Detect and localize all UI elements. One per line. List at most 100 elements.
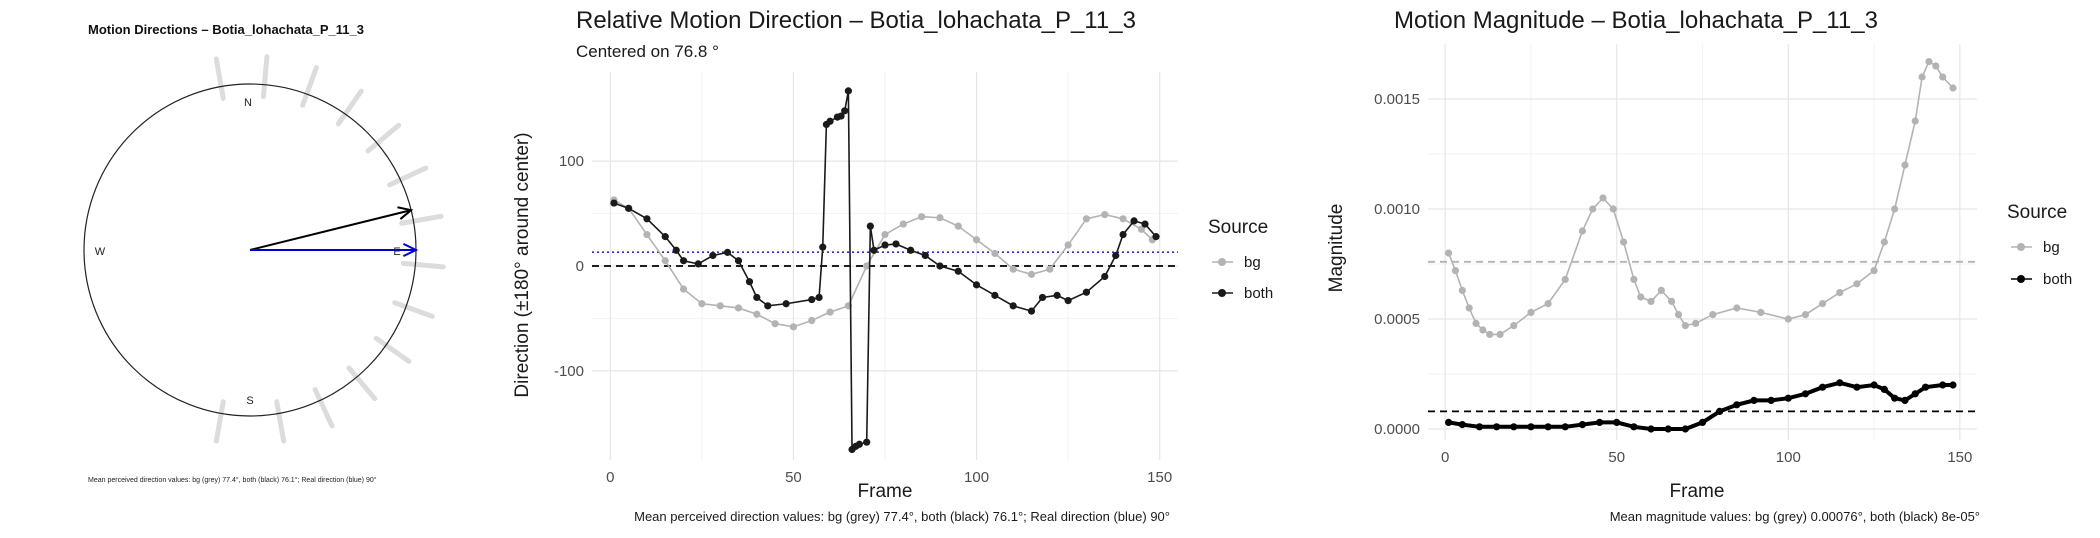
data-point-both bbox=[1681, 425, 1689, 433]
data-point-bg bbox=[1472, 319, 1480, 327]
data-point-both bbox=[723, 248, 732, 256]
data-point-bg bbox=[789, 323, 798, 331]
data-point-bg bbox=[1733, 304, 1741, 312]
series-both bbox=[1444, 379, 1957, 433]
data-point-bg bbox=[1027, 270, 1036, 278]
legend-swatch-bg-point bbox=[2017, 243, 2025, 251]
direction-spoke bbox=[365, 122, 402, 154]
direction-tick-labels: 0 50 100 150 -100 0 100 bbox=[554, 153, 1172, 486]
data-point-bg bbox=[1544, 300, 1552, 308]
data-point-both bbox=[1009, 302, 1017, 310]
data-point-both bbox=[1458, 421, 1466, 429]
data-point-both bbox=[1801, 390, 1810, 398]
data-point-bg bbox=[1510, 322, 1518, 330]
direction-reference-lines bbox=[592, 251, 1178, 267]
x-tick-label: 50 bbox=[785, 469, 802, 486]
legend-swatch-bg-point bbox=[1218, 258, 1226, 266]
data-point-both bbox=[921, 251, 929, 260]
compass-south-label: S bbox=[246, 395, 253, 407]
direction-spoke bbox=[399, 213, 444, 226]
data-point-bg bbox=[1891, 205, 1899, 213]
data-point-both bbox=[1444, 418, 1453, 426]
data-point-both bbox=[1119, 230, 1127, 239]
direction-legend: Source bg both bbox=[1208, 217, 1273, 302]
data-point-bg bbox=[1101, 211, 1109, 219]
data-point-both bbox=[1493, 423, 1501, 431]
data-point-bg bbox=[1465, 304, 1473, 312]
data-point-both bbox=[1141, 220, 1149, 228]
data-point-bg bbox=[1578, 227, 1587, 235]
magnitude-chart: Motion Magnitude – Botia_lohachata_P_11_… bbox=[1326, 7, 2072, 524]
magnitude-panel: Motion Magnitude – Botia_lohachata_P_11_… bbox=[1300, 0, 2100, 533]
data-point-bg bbox=[1757, 308, 1765, 316]
data-point-both bbox=[1698, 418, 1707, 426]
data-point-bg bbox=[1496, 330, 1504, 338]
y-tick-label: 0.0000 bbox=[1374, 421, 1420, 438]
direction-spoke bbox=[260, 54, 270, 100]
data-point-both bbox=[1716, 407, 1724, 415]
data-point-bg bbox=[771, 320, 779, 328]
direction-spoke bbox=[312, 387, 335, 429]
series-line-bg bbox=[1447, 60, 1954, 336]
data-point-bg bbox=[734, 304, 743, 312]
data-point-both bbox=[815, 293, 823, 302]
data-point-both bbox=[1853, 383, 1861, 391]
data-point-bg bbox=[1918, 73, 1926, 81]
y-tick-label: 100 bbox=[559, 153, 584, 170]
data-point-bg bbox=[918, 213, 926, 221]
data-point-both bbox=[1475, 423, 1484, 431]
direction-spoke bbox=[274, 399, 287, 444]
data-point-both bbox=[1733, 401, 1741, 409]
data-point-bg bbox=[643, 230, 651, 239]
data-point-bg bbox=[1630, 275, 1638, 283]
data-point-both bbox=[1664, 425, 1672, 433]
data-point-both bbox=[679, 257, 688, 265]
data-point-both bbox=[1630, 423, 1638, 431]
data-point-both bbox=[1510, 423, 1518, 431]
data-point-both bbox=[643, 215, 651, 223]
data-point-both bbox=[866, 222, 874, 230]
data-point-both bbox=[1784, 394, 1792, 402]
data-point-both bbox=[709, 251, 717, 260]
data-point-bg bbox=[1479, 326, 1487, 334]
data-point-bg bbox=[1486, 330, 1494, 338]
data-point-both bbox=[1578, 421, 1587, 429]
data-point-bg bbox=[679, 285, 688, 293]
direction-arrows bbox=[249, 206, 419, 257]
compass-west-label: W bbox=[95, 246, 106, 258]
data-point-both bbox=[1101, 272, 1109, 281]
data-point-bg bbox=[1561, 275, 1569, 283]
data-point-bg bbox=[1589, 205, 1597, 213]
data-point-both bbox=[1544, 423, 1552, 431]
magnitude-reference-lines bbox=[1428, 260, 1977, 413]
data-point-bg bbox=[1784, 315, 1792, 323]
data-point-both bbox=[1561, 423, 1569, 431]
data-point-bg bbox=[1647, 297, 1655, 305]
data-point-both bbox=[991, 291, 999, 299]
data-point-bg bbox=[972, 236, 981, 244]
series-bg bbox=[1444, 58, 1957, 338]
data-point-both bbox=[753, 293, 761, 302]
data-point-bg bbox=[1853, 280, 1861, 288]
data-point-both bbox=[907, 246, 915, 254]
data-point-both bbox=[936, 262, 944, 270]
data-point-both bbox=[734, 257, 743, 265]
data-point-bg bbox=[1949, 84, 1957, 92]
data-point-bg bbox=[1925, 58, 1933, 66]
direction-spoke bbox=[373, 335, 412, 364]
x-tick-label: 0 bbox=[1441, 449, 1449, 466]
data-point-both bbox=[1891, 394, 1899, 402]
data-point-bg bbox=[1637, 293, 1645, 301]
data-point-bg bbox=[1901, 161, 1909, 169]
data-point-bg bbox=[1137, 225, 1145, 233]
magnitude-legend-item-both: both bbox=[2043, 271, 2072, 288]
data-point-bg bbox=[1668, 297, 1676, 305]
data-point-both bbox=[1750, 396, 1758, 404]
data-point-both bbox=[819, 243, 827, 251]
data-point-bg bbox=[991, 249, 999, 258]
compass-north-label: N bbox=[244, 97, 252, 109]
data-point-both bbox=[837, 112, 845, 120]
legend-swatch-both-point bbox=[1218, 289, 1226, 297]
magnitude-legend-title: Source bbox=[2007, 202, 2067, 223]
data-point-bg bbox=[881, 230, 889, 239]
